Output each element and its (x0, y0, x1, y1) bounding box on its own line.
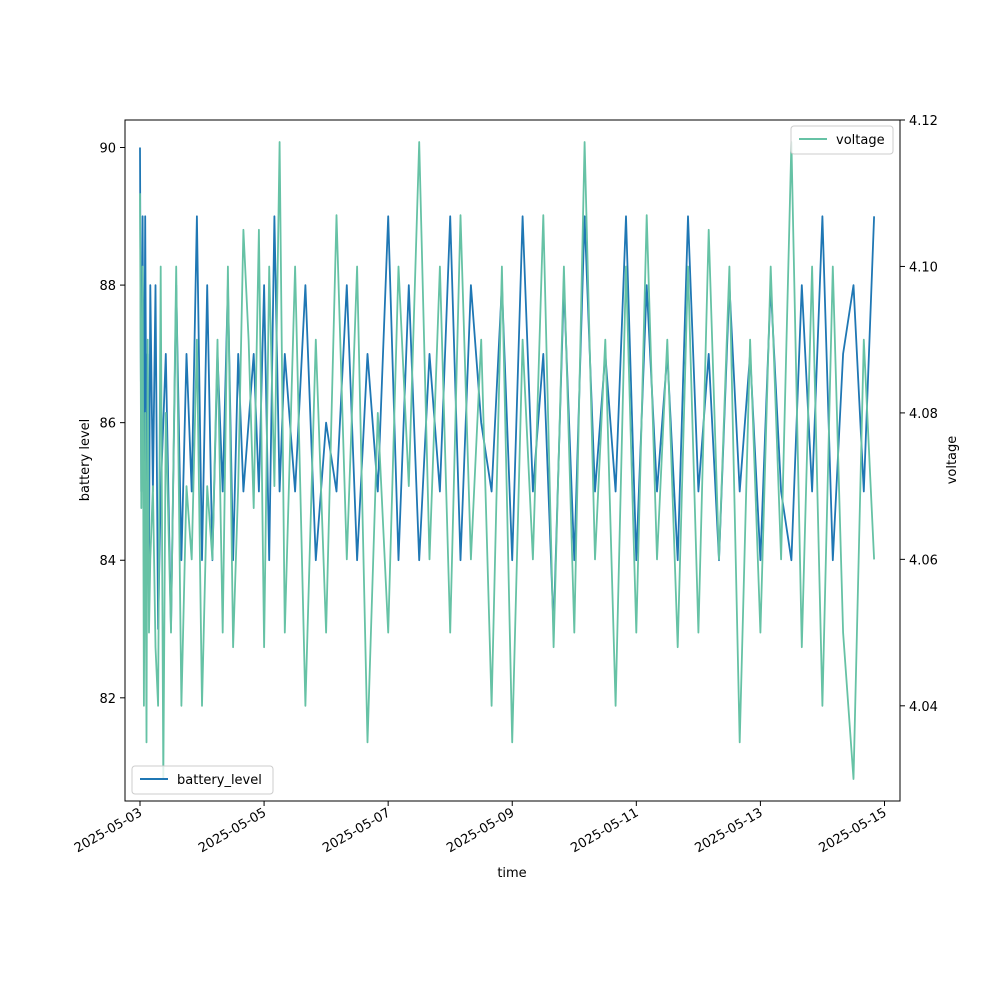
x-axis-label: time (497, 866, 526, 881)
legend-box (790, 125, 894, 155)
legend-battery-level: battery_level (131, 765, 274, 795)
series-line-voltage (139, 141, 875, 780)
legend-label-voltage: voltage (836, 133, 885, 148)
y-tick-label-right: 4.08 (909, 407, 938, 422)
y-axis-label-left: battery level (78, 419, 93, 502)
legend-voltage: voltage (790, 125, 894, 155)
legend-label-battery-level: battery_level (177, 773, 262, 788)
y-tick-label-right: 4.10 (909, 260, 938, 275)
y-tick-label-left: 84 (99, 554, 116, 569)
y-tick-label-left: 90 (99, 142, 116, 157)
y-tick-label-left: 82 (99, 692, 116, 707)
y-tick-label-left: 86 (99, 417, 116, 432)
y-tick-label-right: 4.12 (909, 114, 938, 129)
series-layer (139, 141, 875, 780)
y-tick-label-right: 4.04 (909, 700, 938, 715)
y-tick-label-right: 4.06 (909, 553, 938, 568)
y-axis-label-right: voltage (945, 436, 960, 485)
y-tick-label-left: 88 (99, 279, 116, 294)
legend-box (131, 765, 274, 795)
